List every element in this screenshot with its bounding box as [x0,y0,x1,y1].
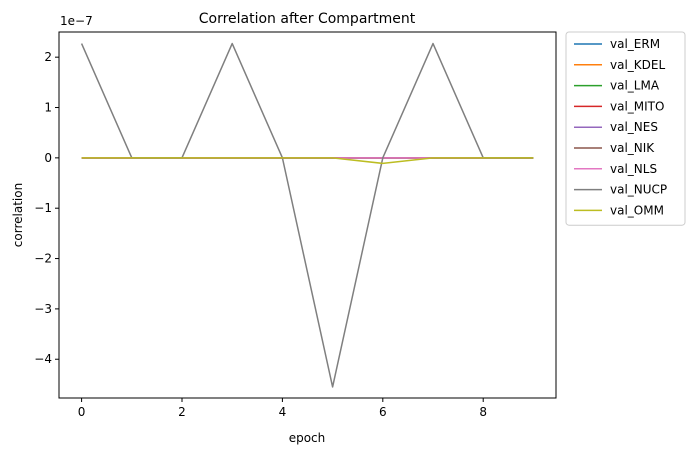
y-tick-label: −3 [34,302,52,316]
y-tick-label: −1 [34,201,52,215]
legend: val_ERM val_KDEL val_LMA val_MITO val_NESval… [565,31,686,226]
series-line-val-omm [81,157,534,165]
x-tick-label: 8 [479,405,487,419]
legend-label: val_KDEL [610,58,665,72]
legend-label: val_NLS [610,162,657,176]
chart-title: Correlation after Compartment [199,11,416,27]
y-scale-label: 1e−7 [60,14,93,28]
x-tick-label: 2 [178,405,186,419]
x-tick-label: 4 [279,405,287,419]
legend-label: val_NES [610,120,658,134]
legend-frame [565,31,686,226]
y-tick-label: −4 [34,352,52,366]
x-tick-label: 6 [379,405,387,419]
legend-label: val_NUCP [610,183,667,197]
y-tick-label: −2 [34,252,52,266]
series-line-val-nucp [80,42,534,388]
legend-label: val_ERM [610,37,660,51]
x-axis-label: epoch [289,431,326,445]
y-tick-label: 0 [44,151,52,165]
legend-label: val_OMM [610,203,664,217]
axis-ticks: 0 2 4 6 8 −4 −3 −2 −1 0 1 2 [34,50,487,419]
y-tick-label: 2 [44,50,52,64]
y-tick-label: 1 [44,101,52,115]
y-axis-label: correlation [11,183,25,247]
x-tick-label: 0 [78,405,86,419]
legend-label: val_MITO [610,99,664,113]
plot-lines [80,42,534,388]
legend-label: val_LMA [610,79,660,93]
plot-frame [58,31,557,399]
legend-label: val_NIK [610,141,655,155]
